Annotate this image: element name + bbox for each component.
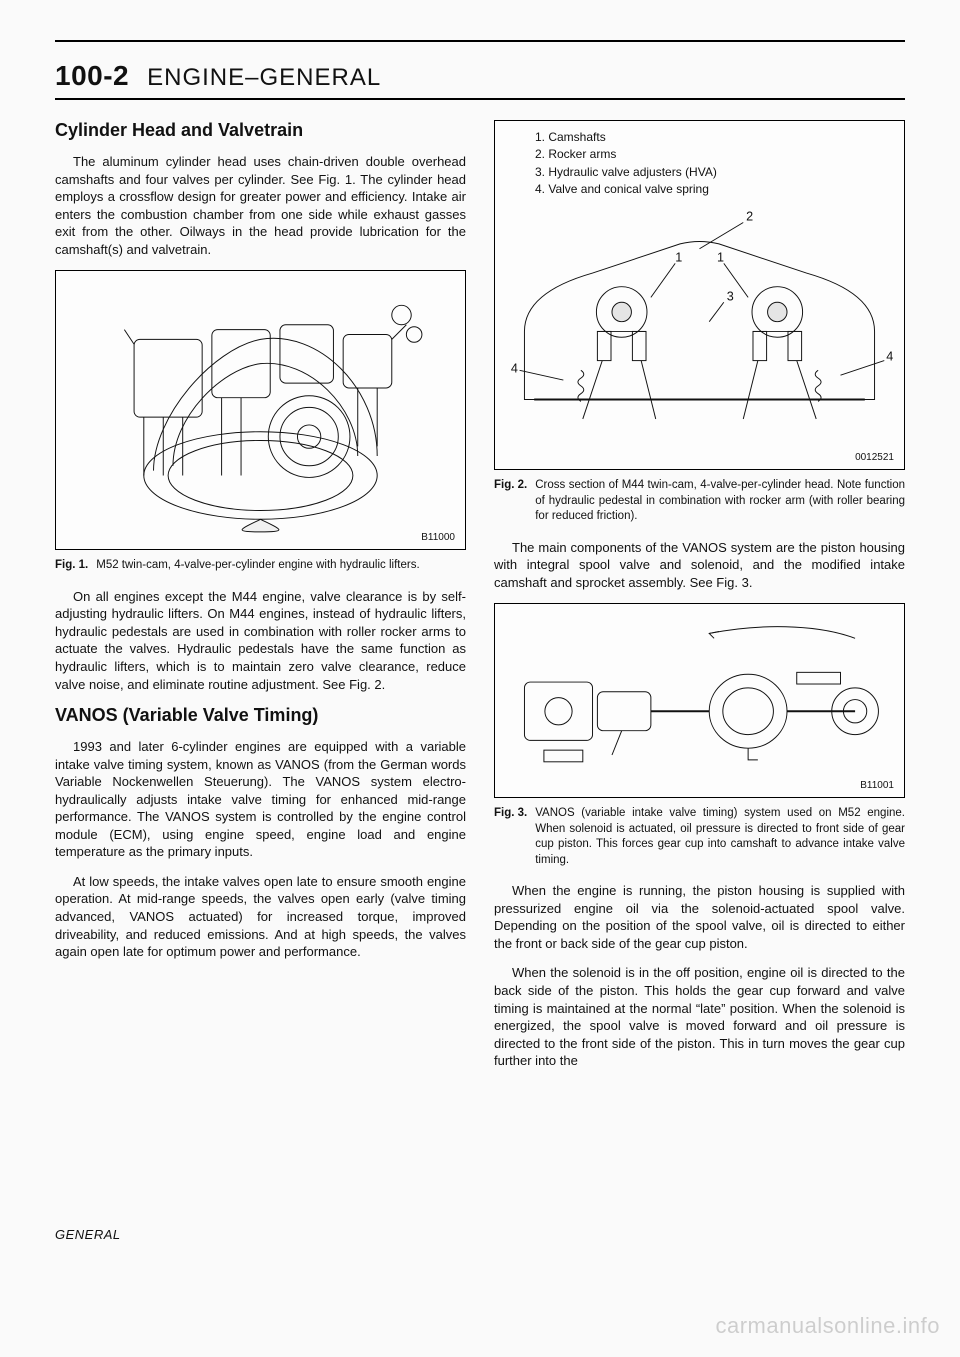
- page: 100-2 ENGINE–GENERAL Cylinder Head and V…: [0, 0, 960, 1357]
- figure-label: Fig. 3.: [494, 806, 527, 868]
- section-heading-vanos: VANOS (Variable Valve Timing): [55, 705, 466, 726]
- page-title: ENGINE–GENERAL: [147, 64, 381, 92]
- paragraph-text: When the engine is running, the piston h…: [494, 883, 905, 951]
- left-column: Cylinder Head and Valvetrain The aluminu…: [55, 120, 466, 1082]
- footer-section-label: GENERAL: [55, 1227, 121, 1242]
- figure-1-box: B11000: [55, 270, 466, 550]
- figure-caption-text: M52 twin-cam, 4-valve-per-cylinder engin…: [96, 558, 466, 574]
- figure-3-box: B11001: [494, 603, 905, 798]
- figure-2-box: 1. Camshafts 2. Rocker arms 3. Hydraulic…: [494, 120, 905, 470]
- two-column-layout: Cylinder Head and Valvetrain The aluminu…: [55, 120, 905, 1082]
- paragraph: 1993 and later 6-cylinder engines are eq…: [55, 738, 466, 861]
- callout-1: 1: [675, 250, 682, 264]
- figure-id: 0012521: [855, 452, 894, 463]
- cylinder-head-cross-section-icon: 1 1 2 3 4 4: [505, 205, 894, 448]
- page-number: 100-2: [55, 60, 129, 92]
- right-column: 1. Camshafts 2. Rocker arms 3. Hydraulic…: [494, 120, 905, 1082]
- callout-4b: 4: [886, 349, 893, 363]
- paragraph: When the solenoid is in the off position…: [494, 964, 905, 1069]
- paragraph-text: The main components of the VANOS system …: [494, 540, 905, 590]
- header: 100-2 ENGINE–GENERAL: [55, 60, 905, 100]
- watermark-text: carmanualsonline.info: [715, 1313, 940, 1339]
- paragraph: On all engines except the M44 engine, va…: [55, 588, 466, 693]
- paragraph: When the engine is running, the piston h…: [494, 882, 905, 952]
- figure-label: Fig. 2.: [494, 478, 527, 525]
- vanos-system-icon: [505, 614, 894, 779]
- engine-illustration-icon: [66, 281, 455, 534]
- callout-3: 3: [727, 289, 734, 303]
- section-heading-cylinder-head: Cylinder Head and Valvetrain: [55, 120, 466, 141]
- figure-1-caption: Fig. 1. M52 twin-cam, 4-valve-per-cylind…: [55, 558, 466, 574]
- legend-item: 1. Camshafts: [535, 129, 894, 146]
- paragraph-text: When the solenoid is in the off position…: [494, 965, 905, 1068]
- figure-2-legend: 1. Camshafts 2. Rocker arms 3. Hydraulic…: [535, 129, 894, 199]
- legend-item: 3. Hydraulic valve adjusters (HVA): [535, 164, 894, 181]
- paragraph-text: On all engines except the M44 engine, va…: [55, 589, 466, 692]
- figure-2-caption: Fig. 2. Cross section of M44 twin-cam, 4…: [494, 478, 905, 525]
- figure-id: B11000: [421, 532, 455, 543]
- figure-label: Fig. 1.: [55, 558, 88, 574]
- paragraph: At low speeds, the intake valves open la…: [55, 873, 466, 961]
- callout-4: 4: [511, 361, 518, 375]
- paragraph-text: At low speeds, the intake valves open la…: [55, 874, 466, 959]
- callout-2: 2: [746, 209, 753, 223]
- paragraph: The main components of the VANOS system …: [494, 539, 905, 592]
- top-rule: [55, 40, 905, 42]
- legend-item: 4. Valve and conical valve spring: [535, 181, 894, 198]
- figure-caption-text: Cross section of M44 twin-cam, 4-valve-p…: [535, 478, 905, 525]
- paragraph: The aluminum cylinder head uses chain-dr…: [55, 153, 466, 258]
- callout-1b: 1: [717, 250, 724, 264]
- paragraph-text: The aluminum cylinder head uses chain-dr…: [55, 154, 466, 257]
- figure-id: B11001: [860, 780, 894, 791]
- paragraph-text: 1993 and later 6-cylinder engines are eq…: [55, 739, 466, 859]
- legend-item: 2. Rocker arms: [535, 146, 894, 163]
- figure-caption-text: VANOS (variable intake valve timing) sys…: [535, 806, 905, 868]
- figure-3-caption: Fig. 3. VANOS (variable intake valve tim…: [494, 806, 905, 868]
